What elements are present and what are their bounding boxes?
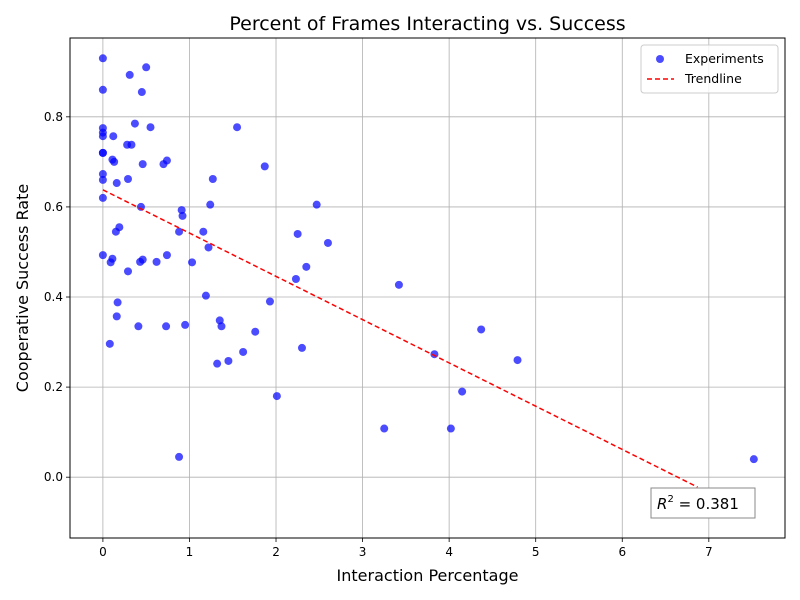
data-point [162, 251, 171, 260]
trendline [102, 189, 698, 488]
data-point [293, 229, 302, 238]
data-point [142, 63, 151, 72]
data-layer [98, 54, 758, 488]
y-tick-label: 0.2 [44, 380, 63, 394]
data-point [177, 206, 186, 215]
x-tick-label: 0 [99, 545, 107, 559]
data-point [513, 356, 522, 365]
data-point [188, 258, 197, 267]
data-point [110, 157, 119, 166]
x-tick-label: 1 [186, 545, 194, 559]
r-squared-exponent: 2 [667, 494, 673, 505]
axis-ticks: 0 1 2 3 4 5 6 7 0.0 0.2 0.4 0.6 0.8 [44, 110, 713, 559]
data-point [239, 347, 248, 356]
data-point [136, 202, 145, 211]
x-tick-label: 6 [618, 545, 626, 559]
data-point [265, 297, 274, 306]
data-point [98, 193, 107, 202]
data-point [749, 455, 758, 464]
data-point [130, 119, 139, 128]
data-point [152, 257, 161, 266]
x-tick-label: 4 [445, 545, 453, 559]
data-point [458, 387, 467, 396]
y-axis-label: Cooperative Success Rate [13, 184, 32, 392]
data-point [199, 227, 208, 236]
data-point [297, 343, 306, 352]
data-point [175, 452, 184, 461]
data-point [115, 223, 124, 232]
data-point [446, 424, 455, 433]
data-point [178, 211, 187, 220]
data-point [138, 160, 147, 169]
data-point [213, 359, 222, 368]
data-point [175, 227, 184, 236]
legend-box [640, 44, 779, 94]
data-point [206, 200, 215, 209]
data-point [109, 132, 118, 141]
data-point [302, 262, 311, 271]
data-point [113, 298, 122, 307]
grid-lines [70, 38, 785, 538]
data-point [260, 162, 269, 171]
data-point [98, 148, 107, 157]
x-tick-label: 5 [532, 545, 540, 559]
data-point [394, 280, 403, 289]
y-tick-label: 0.0 [44, 470, 63, 484]
data-point [98, 54, 107, 63]
data-point [181, 320, 190, 329]
data-point [98, 251, 107, 260]
data-point [125, 70, 134, 79]
data-point [146, 123, 155, 132]
data-point [137, 88, 146, 97]
plot-frame [69, 37, 786, 539]
data-point [272, 392, 281, 401]
data-point [105, 339, 114, 348]
data-point [291, 274, 300, 283]
data-point [98, 175, 107, 184]
r-squared-value: = 0.381 [674, 495, 739, 513]
y-tick-label: 0.6 [44, 200, 63, 214]
data-point [123, 174, 132, 183]
data-point [312, 200, 321, 209]
data-point [112, 179, 121, 188]
x-tick-label: 2 [272, 545, 280, 559]
data-point [323, 238, 332, 247]
data-point [208, 174, 217, 183]
data-point [224, 356, 233, 365]
data-point [112, 312, 121, 321]
data-point [127, 140, 136, 149]
r-squared-box [650, 487, 756, 519]
y-tick-label: 0.8 [44, 110, 63, 124]
data-point [134, 322, 143, 331]
r-squared-text: R2 = 0.381 [657, 494, 739, 513]
legend-label-experiments: Experiments [685, 51, 764, 66]
data-point [204, 243, 213, 252]
data-point [430, 350, 439, 359]
data-point [477, 325, 486, 334]
data-point [98, 132, 107, 141]
r-squared-annotation: R2 = 0.381 [650, 487, 756, 519]
data-point [380, 424, 389, 433]
data-point [98, 170, 107, 179]
data-point [98, 85, 107, 94]
data-point [233, 123, 242, 132]
x-tick-label: 7 [705, 545, 713, 559]
data-point [251, 327, 260, 336]
x-tick-label: 3 [359, 545, 367, 559]
legend-label-trendline: Trendline [684, 71, 742, 86]
chart-title: Percent of Frames Interacting vs. Succes… [229, 13, 625, 35]
data-point [123, 267, 132, 276]
r-squared-symbol: R [657, 495, 667, 513]
legend: Experiments Trendline [640, 44, 779, 94]
data-point [138, 255, 147, 264]
y-tick-label: 0.4 [44, 290, 63, 304]
x-axis-label: Interaction Percentage [337, 566, 519, 585]
data-point [162, 322, 171, 331]
data-point [217, 322, 226, 331]
data-point [201, 291, 210, 300]
data-point [162, 156, 171, 165]
legend-marker-experiments [656, 55, 664, 63]
data-point [108, 254, 117, 263]
